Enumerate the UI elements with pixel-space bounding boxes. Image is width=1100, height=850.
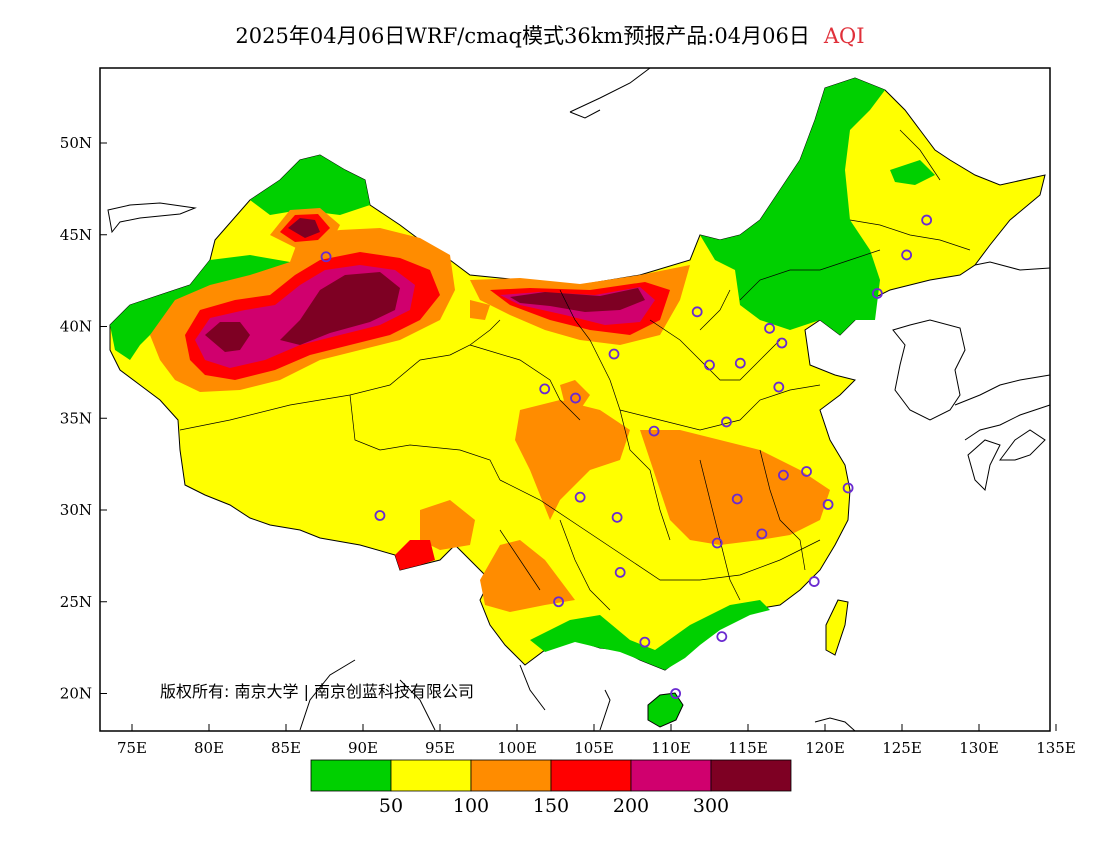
station-marker: [731, 493, 743, 505]
y-tick-label: 40N: [60, 318, 92, 336]
legend-label: 150: [533, 795, 569, 817]
maroon-region-alxa: [510, 288, 645, 312]
color-legend: 50 100 150 200 300: [310, 759, 792, 817]
y-tick-label: 30N: [60, 501, 92, 519]
maroon-region-taklamakan: [280, 272, 400, 345]
y-tick-label: 50N: [60, 134, 92, 152]
station-marker: [539, 383, 551, 395]
station-marker: [871, 288, 883, 299]
station-marker: [614, 566, 626, 578]
station-marker: [570, 392, 581, 404]
map-layers: [109, 77, 1046, 728]
title-text: 2025年04月06日WRF/cmaq模式36km预报产品:04月06日: [235, 24, 810, 48]
station-marker: [574, 491, 586, 503]
station-marker: [704, 359, 715, 371]
station-marker: [808, 576, 820, 587]
y-tick-label: 20N: [60, 685, 92, 703]
x-tick-label: 100E: [497, 739, 537, 757]
legend-swatch: [390, 759, 472, 792]
y-axis: 50N 45N 40N 35N 30N 25N 20N: [60, 134, 107, 703]
province-borders: [179, 129, 971, 611]
x-tick-label: 135E: [1036, 739, 1076, 757]
station-marker: [842, 482, 854, 494]
hainan-island: [647, 692, 684, 728]
x-tick-label: 105E: [574, 739, 614, 757]
green-region-northeast: [700, 78, 885, 335]
green-region-south-coast: [530, 600, 770, 670]
map-title: 2025年04月06日WRF/cmaq模式36km预报产品:04月06日 AQI: [0, 20, 1100, 50]
legend-swatch: [630, 759, 712, 792]
y-tick-label: 45N: [60, 226, 92, 244]
coastlines: [107, 67, 1051, 732]
station-marker: [711, 537, 723, 549]
legend-label: 100: [453, 795, 489, 817]
orange-region-central: [640, 430, 830, 545]
orange-region-sichuan: [420, 500, 475, 550]
maroon-region-tarim: [205, 322, 250, 352]
x-axis: 75E 80E 85E 90E 95E 100E 105E 110E 115E 120E 125E 1…: [117, 724, 1076, 757]
x-tick-label: 125E: [882, 739, 922, 757]
station-marker: [691, 306, 703, 318]
map-frame: [99, 67, 1051, 732]
legend-swatch: [550, 759, 632, 792]
red-region-tibet-south: [395, 540, 435, 570]
station-marker: [773, 381, 785, 393]
maroon-region-junggar: [288, 218, 320, 238]
station-marker: [734, 357, 746, 369]
station-marker: [611, 511, 623, 523]
green-patch-heilongjiang: [890, 160, 935, 185]
orange-region-dunhuang: [470, 300, 490, 320]
station-marker: [721, 416, 732, 428]
legend-swatch: [470, 759, 552, 792]
x-tick-label: 120E: [805, 739, 845, 757]
orange-region-shaanxi: [560, 380, 590, 410]
station-marker: [553, 596, 564, 608]
taiwan-island: [825, 599, 849, 656]
legend-label: 50: [379, 795, 403, 817]
legend-label: 200: [613, 795, 649, 817]
y-tick-label: 35N: [60, 409, 92, 427]
x-tick-label: 110E: [651, 739, 691, 757]
station-marker: [776, 337, 788, 349]
x-tick-label: 95E: [425, 739, 455, 757]
legend-swatch: [310, 759, 392, 792]
x-tick-label: 85E: [271, 739, 301, 757]
station-marker: [822, 499, 834, 510]
station-marker: [921, 214, 933, 226]
orange-region-gansu: [515, 400, 630, 520]
x-tick-label: 75E: [117, 739, 147, 757]
station-marker: [374, 510, 386, 521]
station-marker: [764, 322, 775, 334]
station-markers: [320, 214, 933, 699]
station-marker: [801, 466, 812, 477]
station-marker: [756, 528, 768, 540]
legend-label: 300: [693, 795, 729, 817]
title-variable: AQI: [823, 24, 865, 48]
legend-swatch: [710, 759, 792, 792]
station-marker: [716, 631, 728, 643]
station-marker: [778, 469, 789, 481]
station-marker: [639, 636, 651, 648]
x-tick-label: 90E: [348, 739, 378, 757]
green-region-xinjiang-north: [250, 155, 370, 215]
x-tick-label: 115E: [728, 739, 768, 757]
y-tick-label: 25N: [60, 593, 92, 611]
orange-region-yunnan: [480, 540, 575, 612]
station-marker: [901, 249, 913, 261]
station-marker: [320, 251, 332, 263]
copyright-text: 版权所有: 南京大学 | 南京创蓝科技有限公司: [160, 682, 474, 701]
x-tick-label: 130E: [959, 739, 999, 757]
station-marker: [608, 348, 620, 360]
station-marker: [648, 425, 660, 437]
station-marker: [670, 688, 682, 699]
x-tick-label: 80E: [194, 739, 224, 757]
